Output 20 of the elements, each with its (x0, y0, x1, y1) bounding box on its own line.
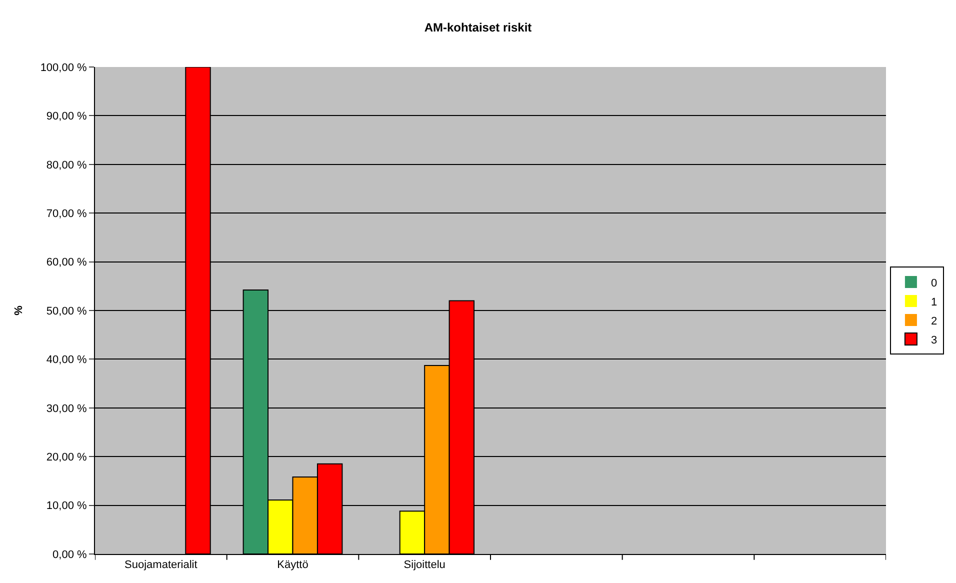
legend-label: 2 (930, 315, 938, 328)
y-tick-label: 20,00 % (46, 451, 88, 464)
y-tick-label: 10,00 % (46, 500, 88, 512)
y-tick-label: 90,00 % (46, 110, 88, 123)
x-tick-label: Käyttö (277, 559, 308, 572)
chart-title: AM-kohtaiset riskit (424, 20, 532, 35)
x-tick-label: Sijoittelu (404, 559, 446, 572)
y-tick-label: 70,00 % (46, 208, 88, 220)
y-axis-title: % (12, 305, 25, 316)
legend-label: 0 (930, 277, 938, 290)
legend-label: 1 (930, 296, 938, 308)
y-tick-label: 30,00 % (46, 402, 88, 415)
x-tick-label: Suojamaterialit (124, 559, 198, 572)
y-tick-label: 80,00 % (46, 159, 88, 172)
y-tick-label: 0,00 % (52, 548, 88, 561)
y-tick-label: 50,00 % (46, 305, 88, 318)
legend-label: 3 (930, 334, 938, 346)
y-tick-label: 100,00 % (40, 62, 88, 74)
y-tick-label: 40,00 % (46, 354, 88, 366)
y-tick-label: 60,00 % (46, 256, 88, 269)
